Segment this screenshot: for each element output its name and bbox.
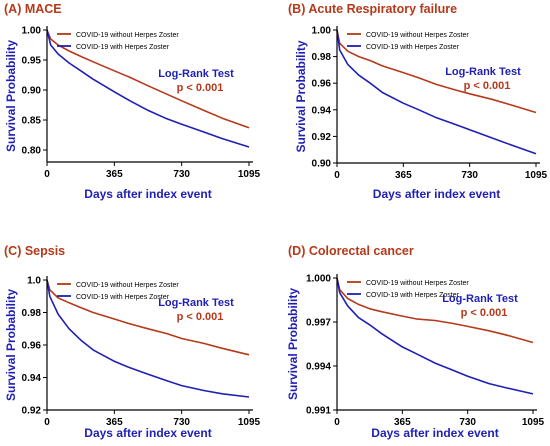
y-tick-label: 0.85 xyxy=(22,116,42,127)
y-tick-label: 0.90 xyxy=(312,159,332,170)
x-tick-label: 0 xyxy=(44,169,50,180)
panel-b: (B) Acute Respiratory failure 0.90 0.92 0.9… xyxy=(288,2,548,201)
y-tick-label: 0.92 xyxy=(22,406,42,417)
panel-c: (C) Sepsis 0.92 0.94 0.96 0.98 1.0 0 365 730 1095… xyxy=(4,244,261,440)
y-tick-label: 0.92 xyxy=(312,132,332,143)
x-tick-label: 365 xyxy=(394,417,411,428)
x-tick-label: 1095 xyxy=(238,417,261,428)
x-tick-label: 365 xyxy=(106,169,123,180)
panel-title: (B) Acute Respiratory failure xyxy=(288,2,457,16)
legend-label: COVID-19 with Herpes Zoster xyxy=(76,294,170,301)
x-tick-label: 1095 xyxy=(238,169,261,180)
panel-a: (A) MACE 0.80 0.85 0.90 0.95 1.00 0 365 730 1095 D… xyxy=(4,2,261,201)
series-line-with-hz xyxy=(336,29,537,155)
y-axis-label: Survival Probability xyxy=(286,288,300,400)
x-tick-label: 1095 xyxy=(522,417,545,428)
y-tick-label: 0.95 xyxy=(22,56,42,67)
y-tick-label: 1.000 xyxy=(306,274,331,285)
y-tick-label: 0.94 xyxy=(312,105,332,116)
x-tick-label: 730 xyxy=(173,169,190,180)
logrank-pvalue: p < 0.001 xyxy=(461,307,508,319)
legend-label: COVID-19 without Herpes Zoster xyxy=(76,32,179,39)
x-tick-label: 730 xyxy=(461,170,478,181)
legend-label: COVID-19 without Herpes Zoster xyxy=(366,280,469,287)
legend-label: COVID-19 with Herpes Zoster xyxy=(366,292,460,299)
y-tick-label: 0.94 xyxy=(22,373,42,384)
series-line-with-hz xyxy=(46,279,250,398)
x-tick-label: 0 xyxy=(334,417,340,428)
legend-label: COVID-19 without Herpes Zoster xyxy=(76,282,179,289)
logrank-title: Log-Rank Test xyxy=(445,66,521,78)
x-axis-label: Days after index event xyxy=(84,426,211,440)
x-axis-label: Days after index event xyxy=(371,426,498,440)
y-tick-label: 1.0 xyxy=(27,276,41,287)
panel-title: (D) Colorectal cancer xyxy=(288,244,414,258)
logrank-title: Log-Rank Test xyxy=(158,297,234,309)
y-tick-label: 0.98 xyxy=(22,308,42,319)
y-tick-label: 0.80 xyxy=(22,146,42,157)
y-tick-label: 0.98 xyxy=(312,52,332,63)
logrank-pvalue: p < 0.001 xyxy=(464,80,511,92)
legend-label: COVID-19 with Herpes Zoster xyxy=(76,44,170,51)
series-line-with-hz xyxy=(46,29,250,148)
logrank-title: Log-Rank Test xyxy=(158,68,234,80)
panel-title: (C) Sepsis xyxy=(4,244,65,258)
x-axis-label: Days after index event xyxy=(373,187,500,201)
x-tick-label: 0 xyxy=(44,417,50,428)
y-axis-label: Survival Probability xyxy=(4,289,18,401)
y-tick-label: 0.90 xyxy=(22,86,42,97)
y-tick-label: 0.991 xyxy=(306,406,331,417)
series-line-without-hz xyxy=(336,277,534,344)
legend-label: COVID-19 with Herpes Zoster xyxy=(366,44,460,51)
y-tick-label: 0.994 xyxy=(306,362,331,373)
y-axis-label: Survival Probability xyxy=(294,40,308,152)
x-tick-label: 1095 xyxy=(525,170,548,181)
series-line-without-hz xyxy=(336,29,537,114)
y-tick-label: 1.00 xyxy=(22,26,42,37)
y-tick-label: 0.96 xyxy=(312,79,332,90)
y-tick-label: 0.997 xyxy=(306,318,331,329)
x-tick-label: 365 xyxy=(106,417,123,428)
logrank-pvalue: p < 0.001 xyxy=(177,311,224,323)
series-line-without-hz xyxy=(46,279,250,356)
series-line-with-hz xyxy=(336,277,534,395)
logrank-title: Log-Rank Test xyxy=(442,293,518,305)
legend-label: COVID-19 without Herpes Zoster xyxy=(366,32,469,39)
panel-title: (A) MACE xyxy=(4,2,62,16)
y-tick-label: 1.00 xyxy=(312,26,332,37)
x-tick-label: 730 xyxy=(459,417,476,428)
x-tick-label: 0 xyxy=(334,170,340,181)
x-tick-label: 365 xyxy=(395,170,412,181)
x-tick-label: 730 xyxy=(173,417,190,428)
y-axis-label: Survival Probability xyxy=(4,40,18,152)
x-axis-label: Days after index event xyxy=(84,187,211,201)
y-tick-label: 0.96 xyxy=(22,341,42,352)
logrank-pvalue: p < 0.001 xyxy=(177,82,224,94)
panel-d: (D) Colorectal cancer 0.991 0.994 0.997 1.00… xyxy=(286,244,545,440)
